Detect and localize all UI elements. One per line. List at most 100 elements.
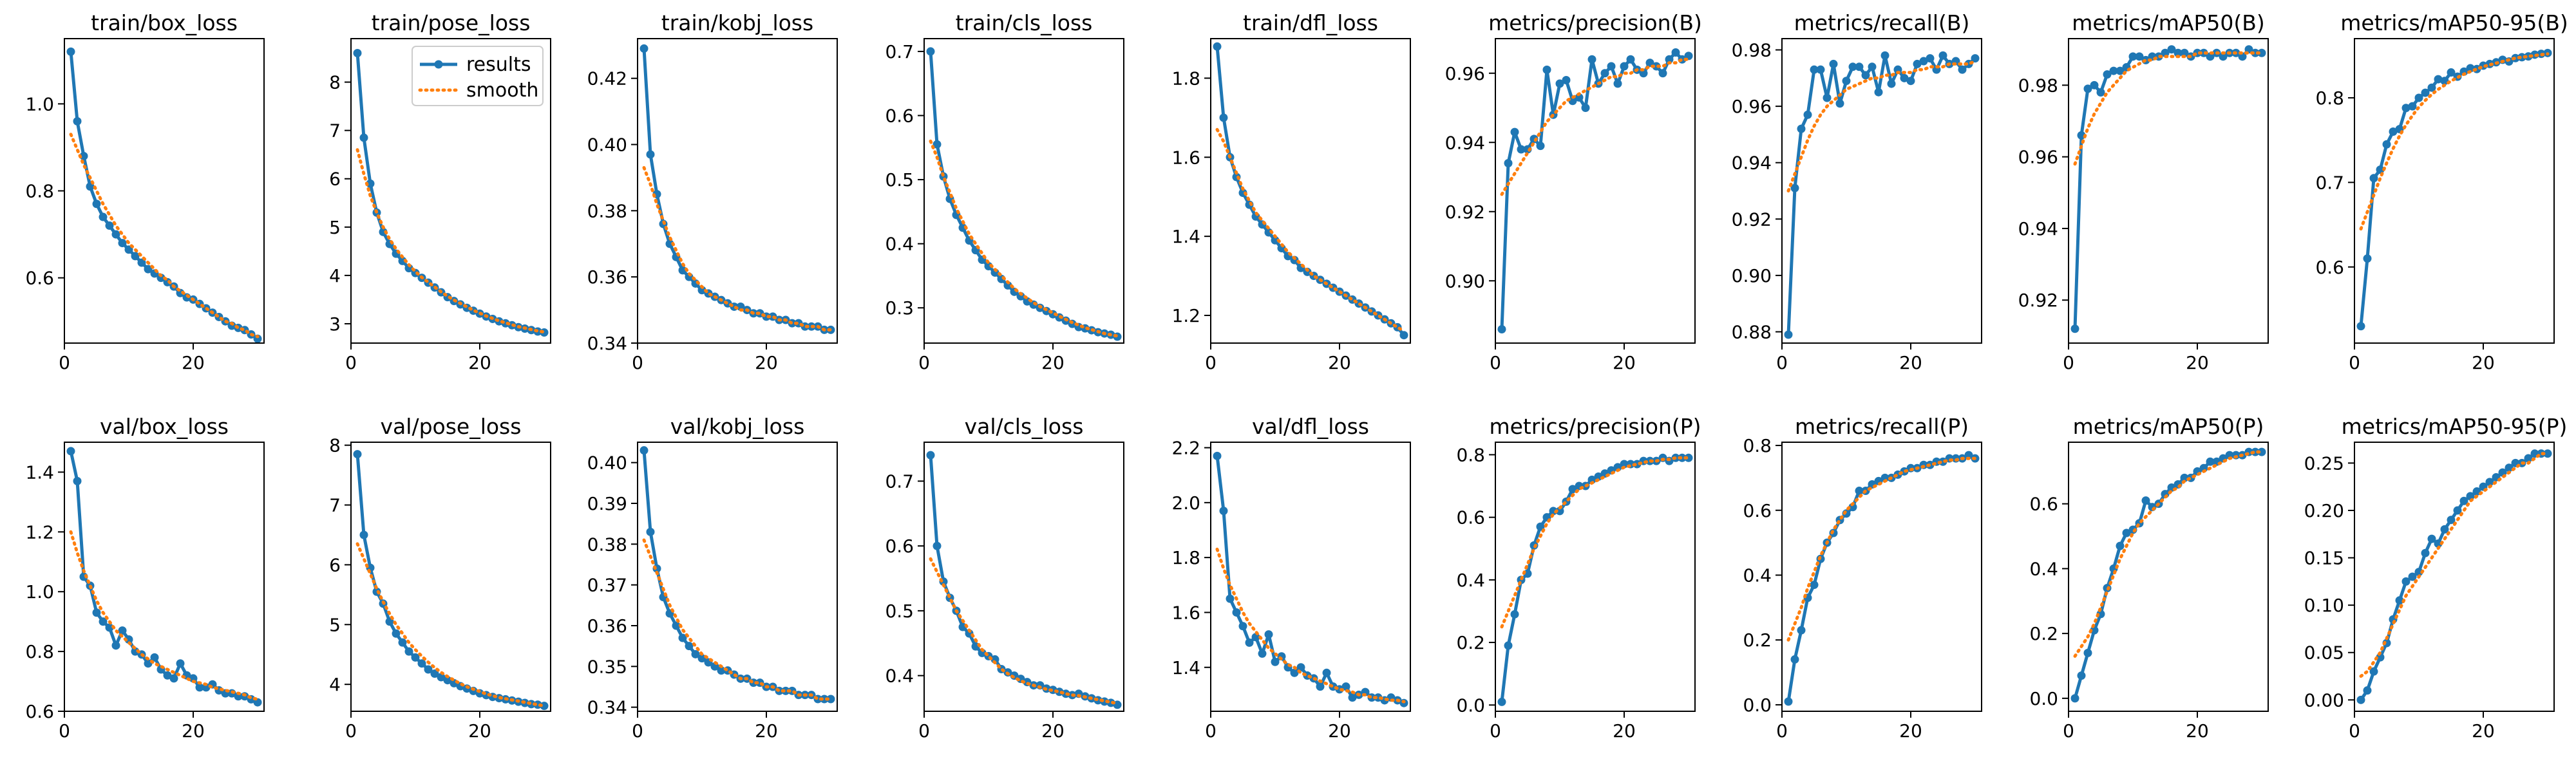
data-point-results [2524, 454, 2533, 463]
data-point-results [1919, 57, 1928, 66]
data-point-results [781, 686, 790, 695]
y-tick-label: 4 [329, 674, 341, 695]
y-tick-label: 0.4 [2029, 558, 2058, 579]
series-line-smooth [929, 557, 1119, 705]
data-point-results [443, 676, 452, 685]
axes-frame [64, 38, 265, 344]
x-tick-label: 0 [1776, 352, 1788, 373]
y-tick-label: 0.4 [1743, 565, 1772, 586]
x-tick-label: 0 [345, 352, 357, 373]
data-point-results [1671, 48, 1680, 57]
axes-frame [1210, 38, 1411, 344]
series-line-results [355, 454, 545, 708]
data-point-results [1504, 641, 1513, 650]
data-point-results [2257, 48, 2266, 57]
data-point-results [1238, 622, 1247, 631]
y-tick-label: 0.98 [1732, 40, 1772, 61]
plot-area [639, 44, 835, 334]
legend-marker-results [434, 60, 443, 69]
data-point-results [2135, 52, 2144, 61]
data-point-results [92, 200, 101, 209]
series-line-smooth [642, 538, 833, 701]
data-point-results [131, 252, 140, 261]
subplot-title: train/cls_loss [956, 10, 1093, 35]
legend-label-smooth: smooth [466, 79, 538, 102]
data-point-results [2116, 541, 2125, 550]
data-point-results [1874, 88, 1883, 97]
data-point-results [1900, 73, 1909, 82]
y-tick-label: 0.6 [885, 105, 914, 126]
x-tick-label: 0 [1490, 720, 1501, 742]
data-point-results [1290, 668, 1299, 677]
data-point-results [424, 665, 433, 674]
data-point-results [2434, 75, 2443, 84]
x-tick-label: 20 [2472, 720, 2495, 742]
series-line-smooth [1500, 57, 1690, 196]
x-tick-label: 20 [2186, 720, 2209, 742]
y-tick-label: 0.34 [587, 697, 627, 718]
subplot-title: metrics/mAP50(P) [2073, 414, 2264, 439]
data-point-results [2459, 496, 2468, 505]
data-point-results [176, 659, 185, 668]
data-point-results [2485, 478, 2494, 487]
x-tick-label: 20 [2186, 352, 2209, 373]
data-point-results [404, 647, 413, 656]
series-line-results [69, 51, 259, 341]
y-tick-label: 0.6 [25, 268, 54, 289]
x-tick-label: 0 [2063, 352, 2074, 373]
data-point-results [118, 626, 127, 635]
data-point-results [392, 629, 401, 638]
legend: results smooth [412, 46, 544, 106]
subplot-metrics-map50-95-b: metrics/mAP50-95(B) 0 20 0.6 0.7 0.8 [2315, 10, 2568, 373]
data-point-results [2389, 127, 2398, 136]
data-point-results [2363, 686, 2372, 695]
series-line-results [642, 48, 831, 331]
data-point-results [1684, 453, 1693, 462]
data-point-results [2421, 548, 2430, 557]
data-point-results [1880, 51, 1889, 60]
x-tick-label: 0 [345, 720, 357, 742]
x-tick-label: 20 [2472, 352, 2495, 373]
subplot-metrics-recall-p: metrics/recall(P) 0 20 0.0 0.2 0.4 0.6 0.8 [1743, 414, 1982, 742]
data-point-results [2421, 88, 2430, 97]
data-point-results [1213, 42, 1222, 51]
x-tick-label: 0 [59, 720, 70, 742]
x-tick-label: 0 [2349, 720, 2360, 742]
data-point-results [1316, 682, 1325, 691]
data-point-results [1665, 55, 1674, 64]
y-tick-label: 1.2 [1171, 305, 1200, 326]
axes-frame [2068, 38, 2269, 344]
data-point-results [926, 451, 935, 460]
data-point-results [430, 669, 439, 678]
plot-area [639, 446, 835, 704]
y-tick-label: 0.6 [885, 536, 914, 557]
x-tick-label: 20 [1899, 352, 1922, 373]
subplot-title: train/dfl_loss [1243, 10, 1378, 35]
y-tick-label: 0.92 [1445, 201, 1485, 223]
y-tick-label: 0.0 [2029, 688, 2058, 709]
data-point-results [533, 700, 542, 709]
data-point-results [105, 221, 114, 230]
data-point-results [1271, 236, 1280, 245]
data-point-results [678, 633, 687, 642]
x-tick-label: 20 [1899, 720, 1922, 742]
series-line-smooth [1500, 456, 1690, 629]
data-point-results [1938, 51, 1947, 60]
data-point-results [1562, 76, 1571, 84]
data-point-results [1555, 507, 1564, 516]
plot-area [66, 47, 262, 343]
y-tick-label: 7 [329, 120, 341, 142]
data-point-results [1607, 62, 1616, 71]
data-point-results [2122, 528, 2131, 537]
data-point-results [2251, 48, 2260, 57]
y-tick-label: 0.39 [587, 493, 627, 514]
data-point-results [1842, 77, 1851, 86]
data-point-results [359, 133, 368, 142]
data-point-results [2427, 83, 2436, 92]
data-point-results [2382, 140, 2391, 149]
y-tick-label: 0.36 [587, 615, 627, 637]
subplot-title: val/cls_loss [965, 414, 1084, 439]
x-tick-label: 0 [918, 352, 930, 373]
data-point-results [2434, 539, 2443, 548]
